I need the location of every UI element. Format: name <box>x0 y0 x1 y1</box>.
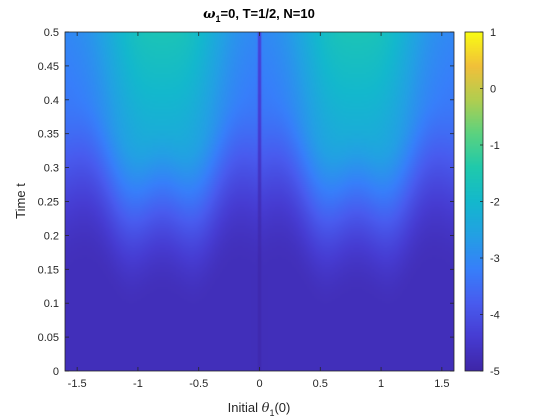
svg-text:ω1=0, T=1/2, N=10: ω1=0, T=1/2, N=10 <box>203 6 315 24</box>
title-rest: =0, T=1/2, N=10 <box>221 6 315 21</box>
x-axis-label: Initial θ1(0) <box>228 400 291 418</box>
xlabel-prefix: Initial <box>228 400 262 415</box>
colorbar-tick-label: -3 <box>490 253 500 265</box>
xlabel-theta: θ <box>262 401 270 416</box>
y-tick-label: 0.3 <box>44 163 59 175</box>
xlabel-theta-subscript: 1 <box>269 408 274 418</box>
x-tick-label: 0.5 <box>313 378 328 390</box>
y-tick-label: 0.1 <box>44 298 59 310</box>
heatmap-image <box>65 32 454 371</box>
x-axis-ticks: -1.5 -1 -0.5 0 0.5 1 1.5 <box>68 32 449 390</box>
x-tick-label: -0.5 <box>189 378 208 390</box>
svg-text:Initial θ1(0): Initial θ1(0) <box>228 400 291 418</box>
chart-title: ω1=0, T=1/2, N=10 <box>203 6 315 24</box>
y-tick-label: 0.15 <box>38 264 59 276</box>
y-tick-label: 0.2 <box>44 230 59 242</box>
y-tick-label: 0.05 <box>38 332 59 344</box>
colorbar-tick-label: -5 <box>490 366 500 378</box>
y-tick-label: 0 <box>53 366 59 378</box>
y-tick-label: 0.5 <box>44 27 59 39</box>
heatmap-area <box>65 32 454 371</box>
colorbar-gradient <box>465 32 483 371</box>
colorbar-tick-label: 1 <box>490 27 496 39</box>
x-tick-label: -1.5 <box>68 378 87 390</box>
y-tick-label: 0.45 <box>38 61 59 73</box>
title-omega-subscript: 1 <box>216 14 221 24</box>
y-tick-label: 0.4 <box>44 95 59 107</box>
x-tick-label: -1 <box>133 378 143 390</box>
x-tick-label: 1 <box>378 378 384 390</box>
colorbar-tick-label: 0 <box>490 84 496 96</box>
y-axis-label: Time t <box>13 183 28 219</box>
colorbar-ticks: 1 0 -1 -2 -3 -4 -5 <box>480 27 500 378</box>
colorbar-tick-label: -2 <box>490 197 500 209</box>
colorbar-tick-label: -1 <box>490 140 500 152</box>
y-tick-label: 0.25 <box>38 197 59 209</box>
colorbar: 1 0 -1 -2 -3 -4 -5 <box>464 27 500 378</box>
x-tick-label: 1.5 <box>434 378 449 390</box>
colorbar-tick-label: -4 <box>490 310 500 322</box>
x-tick-label: 0 <box>256 378 262 390</box>
y-tick-label: 0.35 <box>38 129 59 141</box>
title-omega: ω <box>203 7 216 22</box>
y-axis-ticks: 0 0.05 0.1 0.15 0.2 0.25 0.3 0.35 0.4 0.45 0.5 <box>38 27 454 378</box>
xlabel-suffix: (0) <box>274 400 290 415</box>
